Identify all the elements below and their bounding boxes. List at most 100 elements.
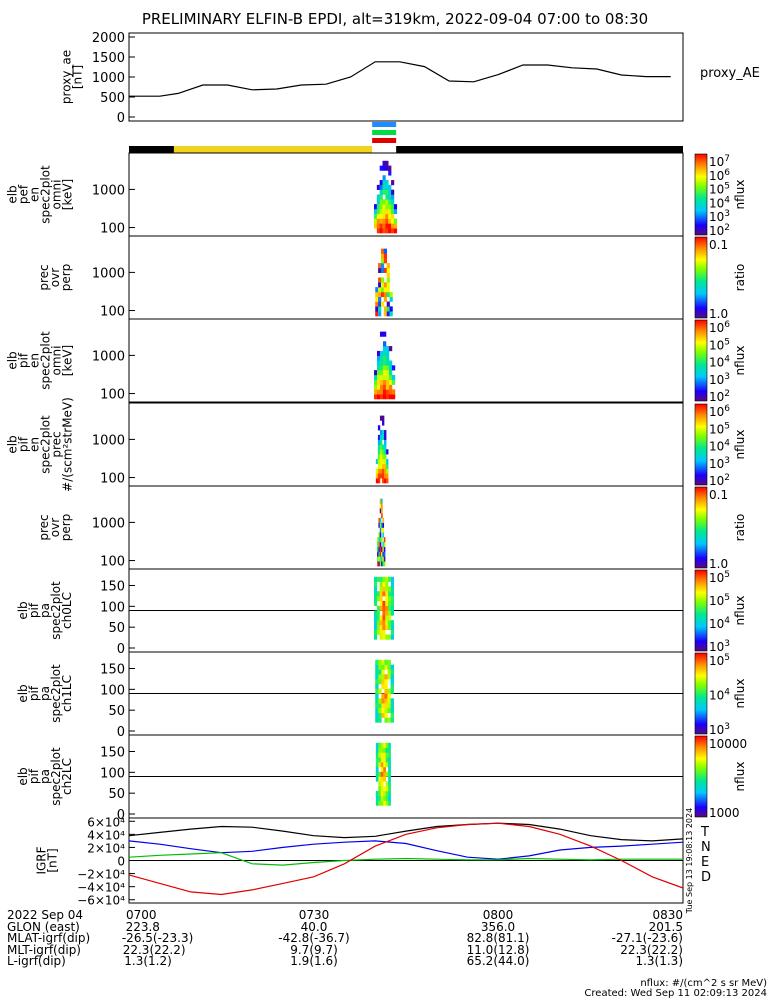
spectrogram-cell <box>387 698 391 704</box>
spectrogram-cell <box>373 204 378 210</box>
spectrogram-cell <box>376 194 380 200</box>
spectrogram-cell <box>391 194 395 200</box>
colorbar-label: nflux <box>733 180 747 210</box>
spectrogram-cell <box>379 517 382 523</box>
spectrogram-cell <box>382 561 385 567</box>
spectrogram-cell <box>391 389 396 395</box>
spectrogram-cell <box>385 365 390 371</box>
colorbar-tick-label: 105 <box>709 593 730 608</box>
spectrogram-cell <box>378 707 382 714</box>
colorbar-label-text: nflux <box>733 762 747 792</box>
spectrogram-cell <box>375 703 379 709</box>
spectrogram-cell <box>388 786 391 792</box>
spectrogram-cell <box>385 762 389 768</box>
igrf-ytick-label: 2×10⁴ <box>87 841 125 855</box>
spectrogram-cell <box>376 389 381 395</box>
spectrogram-cell <box>380 781 384 787</box>
spectrogram-cell <box>383 253 388 259</box>
spectrogram-cell <box>388 800 391 806</box>
spectrogram-cell <box>380 752 384 758</box>
spectrogram-cell <box>385 786 389 792</box>
spectrogram-cell <box>384 454 387 460</box>
spectrogram-cell <box>382 610 386 616</box>
panel-ylabel-line: ovr <box>48 268 62 287</box>
colorbar-label-text: ratio <box>733 264 747 292</box>
spectrogram-cell <box>377 463 381 469</box>
science-zone-green <box>372 130 397 135</box>
spectrogram-cell <box>383 742 386 748</box>
segment-bar-2 <box>372 146 397 153</box>
spectrogram-cell <box>378 717 382 723</box>
footer-row-label: L-igrf(dip) <box>7 954 66 968</box>
colorbar-tick-label: 105 <box>709 570 730 585</box>
spectrogram-cell <box>375 776 379 782</box>
igrf-legend-E: E <box>701 855 709 870</box>
spectrogram-cell <box>373 624 378 631</box>
spectrogram-cell <box>373 596 378 602</box>
spectrogram-cell <box>379 537 382 543</box>
panel-ylabel-line: en <box>28 187 42 202</box>
spectrogram-cell <box>379 223 383 229</box>
spectrogram-cell <box>385 223 389 229</box>
spectrogram-cell <box>389 296 393 302</box>
spectrogram-cell <box>379 586 383 592</box>
spectrogram-cell <box>381 556 383 562</box>
spectrogram-cell <box>380 786 384 792</box>
colorbar <box>694 153 708 236</box>
spectrogram-cell <box>390 576 394 582</box>
spectrogram-cell <box>380 248 385 254</box>
segment-bar-3 <box>396 146 683 153</box>
spectrogram-cell <box>388 634 392 640</box>
spectrogram-cell <box>385 610 389 616</box>
colorbar-tick-label: 102 <box>709 473 730 488</box>
ae-ytick-label: 2000 <box>92 31 125 46</box>
panel-ylabel-line: elb <box>6 351 20 369</box>
spectrogram-cell <box>373 581 378 587</box>
spectrogram-cell <box>376 394 381 400</box>
footer-row-label: MLT-igrf(dip) <box>7 942 81 957</box>
spectrogram-cell <box>381 434 385 440</box>
spectrogram-cell <box>375 752 379 758</box>
spectrogram-cell <box>379 360 384 366</box>
colorbar <box>694 403 708 486</box>
spectrogram-cell <box>382 374 387 381</box>
spectrogram-cell <box>385 771 389 777</box>
footer-cell: 65.2(44.0) <box>466 954 530 968</box>
ae-ylabel: proxy_ae[nT] <box>60 50 85 104</box>
spectrogram-cell <box>378 669 382 675</box>
spectrogram-cell <box>379 576 383 582</box>
panel-ylabel-line: spec2plot <box>49 747 63 806</box>
spectrogram-cell <box>378 790 382 797</box>
spectrogram-cell <box>380 277 385 283</box>
panel-ylabel-line: pa <box>38 769 52 784</box>
spectrogram-cell <box>378 517 381 523</box>
spectrogram-cell <box>382 189 386 195</box>
spectrogram-cell <box>383 771 386 777</box>
panel-ylabel-line: elb <box>6 435 20 453</box>
spectrogram-cell <box>387 664 391 670</box>
spectrogram-cell <box>388 170 392 176</box>
spectrogram-cell <box>381 522 383 528</box>
spectrogram-cell <box>375 659 379 665</box>
spectrogram-cell <box>385 576 389 582</box>
spectrogram-cell <box>378 296 382 302</box>
spectrogram-cell <box>388 379 393 385</box>
spectrogram-cell <box>378 556 381 562</box>
spectrogram-cell <box>388 384 393 390</box>
spectrogram-cell <box>388 194 392 200</box>
spectrogram-cell <box>391 365 396 371</box>
plot-title: PRELIMINARY ELFIN-B EPDI, alt=319km, 202… <box>142 10 648 28</box>
panel-ylabel-line: pif <box>27 685 41 701</box>
spectrogram-cell <box>380 766 384 772</box>
spectrogram-cell <box>385 389 390 395</box>
spectrogram-cell <box>376 350 381 356</box>
panel-ylabel-line: elb <box>16 684 30 702</box>
spectrogram-cell <box>379 581 383 587</box>
spectrogram-cell <box>381 674 385 680</box>
spectrogram-cell <box>376 204 380 210</box>
spectrogram-cell <box>391 223 395 229</box>
spectrogram-cell <box>373 379 378 385</box>
spectrogram-cell <box>381 664 385 670</box>
spectrogram-cell <box>390 669 394 675</box>
